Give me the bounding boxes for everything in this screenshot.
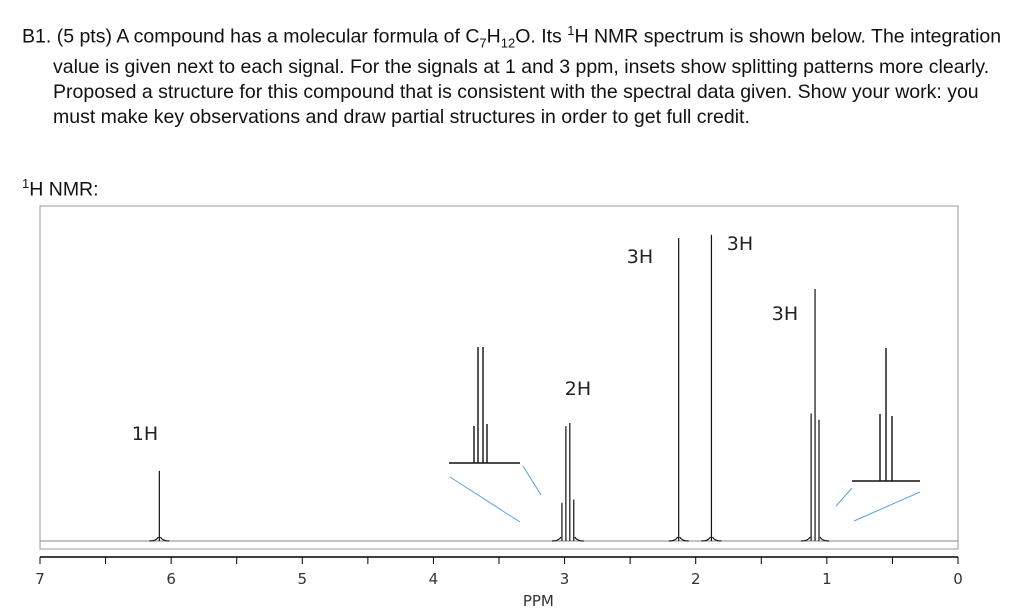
peak-foot: [551, 536, 584, 542]
x-tick-label: 4: [429, 570, 439, 588]
question-text: B1. (5 pts) A compound has a molecular f…: [22, 18, 1012, 130]
peak-foot: [701, 536, 722, 542]
spectrum-label-text: H NMR:: [29, 178, 99, 201]
peak-foot: [668, 536, 689, 542]
question-body: H NMR spectrum is shown below. The integ…: [53, 25, 1002, 129]
integration-label: 1H: [132, 423, 158, 445]
x-tick-label: 3: [560, 570, 570, 588]
inset-connector: [449, 476, 521, 523]
question-points: (5 pts): [56, 25, 112, 48]
x-tick-label: 5: [298, 570, 308, 588]
formula-o: O. Its: [515, 25, 568, 48]
inset-connector: [522, 465, 542, 496]
x-tick-label: 0: [953, 570, 963, 588]
superscript: 1: [567, 23, 575, 38]
integration-label: 3H: [727, 233, 753, 255]
superscript: 1: [22, 176, 30, 191]
x-tick-label: 6: [166, 570, 176, 588]
peak-foot: [149, 536, 170, 542]
x-tick-label: 2: [691, 570, 701, 588]
spectrum-label: 1H NMR:: [22, 176, 99, 202]
question-intro: A compound has a molecular formula of C: [116, 25, 480, 48]
x-tick-label: 7: [35, 570, 45, 588]
integration-label: 3H: [627, 246, 653, 268]
x-axis-label: PPM: [523, 592, 554, 610]
peak-foot: [801, 536, 829, 542]
inset-connector: [853, 491, 921, 522]
formula-subscript: 12: [500, 35, 516, 51]
question-number: B1.: [22, 25, 52, 48]
formula-subscript: 7: [479, 35, 487, 51]
integration-label: 3H: [772, 303, 798, 325]
x-tick-label: 1: [822, 570, 832, 588]
inset-connector: [835, 487, 853, 507]
formula-h: H: [486, 25, 501, 48]
plot-frame: [39, 205, 959, 550]
integration-label: 2H: [565, 378, 591, 400]
